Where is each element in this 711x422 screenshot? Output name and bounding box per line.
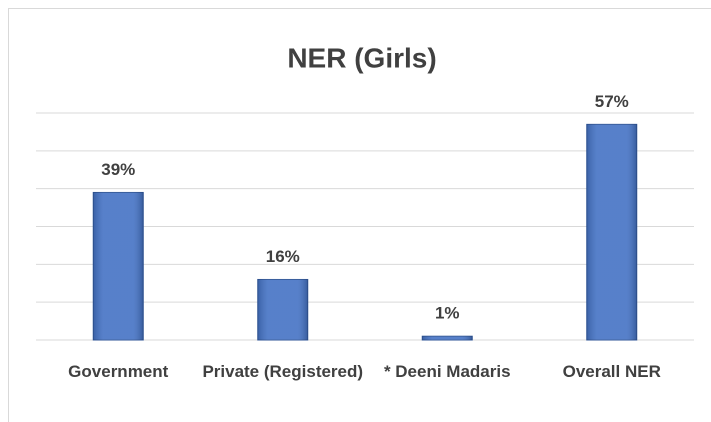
bar-shade (586, 124, 637, 340)
x-tick-label: Overall NER (562, 362, 661, 381)
bar-shade (422, 336, 473, 340)
value-label: 57% (595, 92, 629, 111)
value-label: 16% (266, 247, 300, 266)
bar-shade (257, 279, 308, 340)
chart-title: NER (Girls) (287, 42, 436, 73)
value-label: 1% (435, 304, 460, 323)
x-tick-label: Private (Registered) (202, 362, 364, 381)
chart-border (8, 8, 711, 422)
x-tick-label: * Deeni Madaris (383, 362, 511, 381)
value-label: 39% (101, 160, 135, 179)
x-tick-label: Government (68, 362, 169, 381)
bar-shade (93, 192, 144, 340)
